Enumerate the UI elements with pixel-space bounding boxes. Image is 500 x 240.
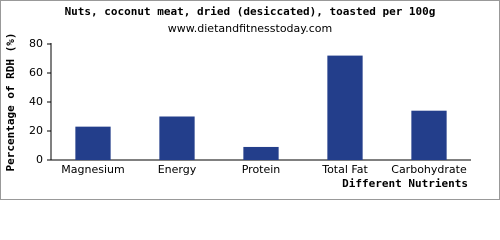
- y-tick-label: 0: [36, 153, 43, 166]
- chart-subtitle: www.dietandfitnesstoday.com: [168, 22, 332, 35]
- x-tick-label: Carbohydrate: [391, 163, 467, 176]
- y-axis-label: Percentage of RDH (%): [4, 32, 17, 171]
- chart-title: Nuts, coconut meat, dried (desiccated), …: [65, 5, 436, 18]
- x-axis-label: Different Nutrients: [342, 177, 468, 190]
- x-tick-label: Total Fat: [321, 163, 368, 176]
- bar: [75, 126, 111, 160]
- x-tick-label: Energy: [158, 163, 197, 176]
- x-tick-label: Protein: [242, 163, 281, 176]
- bar: [411, 110, 447, 160]
- frame: [0, 0, 500, 200]
- y-tick-label: 80: [29, 37, 43, 50]
- bar: [159, 116, 195, 160]
- bar: [327, 55, 363, 160]
- chart: Nuts, coconut meat, dried (desiccated), …: [0, 0, 500, 200]
- x-tick-label: Magnesium: [61, 163, 124, 176]
- bar: [243, 146, 279, 160]
- y-tick-label: 20: [29, 124, 43, 137]
- y-tick-label: 60: [29, 66, 43, 79]
- y-tick-label: 40: [29, 95, 43, 108]
